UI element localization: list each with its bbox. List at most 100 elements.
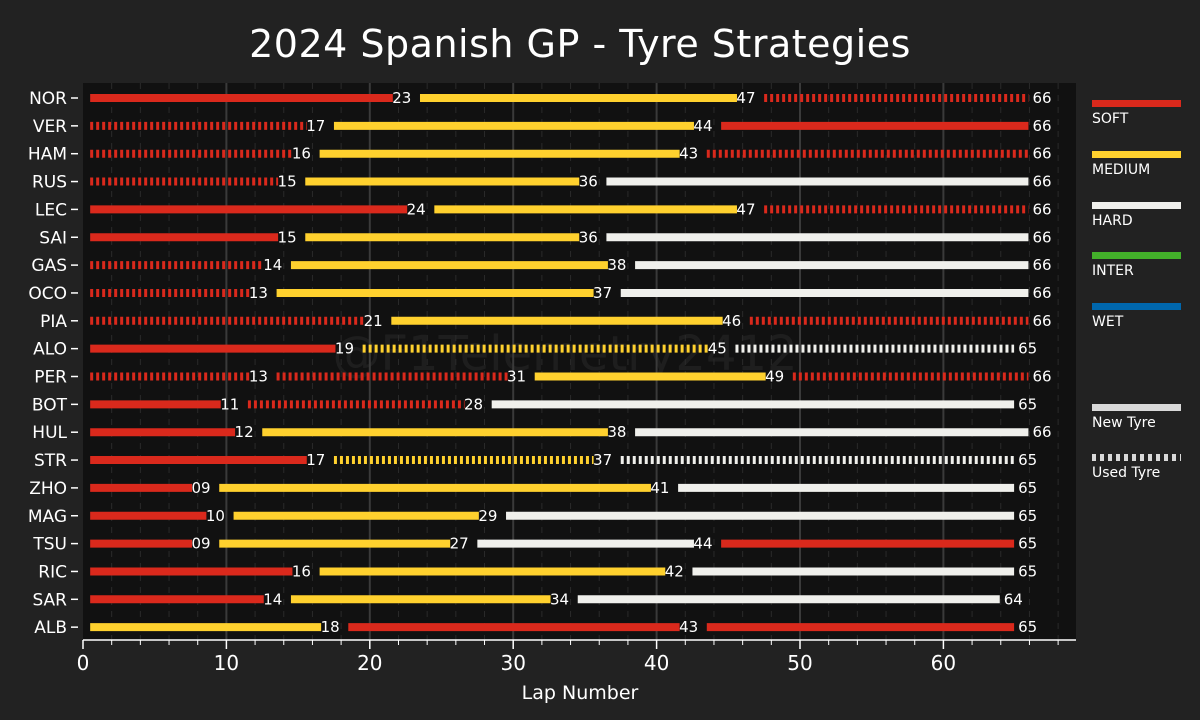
driver-label: PER [34,368,67,388]
x-tick-label: 60 [931,651,956,675]
stint-end-label: 66 [1032,284,1051,302]
stint-end-label: 66 [1032,423,1051,441]
legend-item: HARD [1092,202,1182,229]
driver-label: PIA [40,312,67,332]
legend-label: SOFT [1092,111,1129,127]
stint-end-label: 09 [192,535,211,553]
x-axis: 0 10 20 30 40 50 60 [77,639,1076,675]
driver-label: NOR [29,89,67,109]
driver-label: MAG [28,507,67,527]
x-tick-label: 50 [787,651,812,675]
stint-end-label: 49 [765,368,784,386]
stint-end-label: 65 [1018,618,1037,636]
stint-end-label: 14 [263,256,282,274]
stint-end-label: 66 [1032,117,1051,135]
stint-end-label: 34 [550,590,569,608]
driver-label: HAM [28,145,67,165]
stint-end-label: 38 [607,423,626,441]
legend-item: MEDIUM [1092,151,1182,178]
driver-label: HUL [32,423,67,443]
driver-label: OCO [28,284,67,304]
stint-end-label: 36 [579,228,598,246]
legend-item: Used Tyre [1092,454,1182,481]
stint-end-label: 65 [1018,395,1037,413]
legend-item: WET [1092,303,1182,330]
driver-label: STR [34,451,67,471]
stint-end-label: 44 [693,535,712,553]
stint-end-label: 66 [1032,312,1051,330]
stint-end-label: 65 [1018,479,1037,497]
stint-end-label: 43 [679,145,698,163]
x-tick-label: 40 [644,651,669,675]
legend-swatch [1092,100,1181,107]
legend-item: New Tyre [1092,404,1182,431]
stint-end-label: 66 [1032,89,1051,107]
stint-end-label: 13 [249,368,268,386]
legend-swatch [1092,202,1181,209]
stint-end-label: 10 [206,507,225,525]
x-axis-label: Lap Number [522,682,639,704]
legend-label: MEDIUM [1092,162,1151,178]
stint-end-label: 27 [450,535,469,553]
stint-end-label: 43 [679,618,698,636]
stint-end-label: 41 [650,479,669,497]
stint-end-label: 65 [1018,535,1037,553]
stint-end-label: 38 [607,256,626,274]
stint-end-label: 66 [1032,145,1051,163]
legend-label: Used Tyre [1092,465,1161,481]
stint-end-label: 09 [192,479,211,497]
stint-end-label: 65 [1018,507,1037,525]
stint-end-label: 46 [722,312,741,330]
stint-end-label: 66 [1032,173,1051,191]
driver-label: ZHO [29,479,67,499]
driver-label: BOT [32,395,68,415]
stint-bars [90,94,1029,632]
chart-title: 2024 Spanish GP - Tyre Strategies [249,22,911,66]
stint-end-label: 17 [306,451,325,469]
driver-label: SAI [39,228,67,248]
stint-end-label: 17 [306,117,325,135]
stint-end-label: 24 [407,200,426,218]
stint-end-label: 28 [464,395,483,413]
x-tick-label: 30 [500,651,525,675]
legend-item: INTER [1092,252,1182,279]
driver-label: TSU [32,535,67,555]
legend-label: INTER [1092,263,1134,279]
stint-end-label: 21 [364,312,383,330]
legend-item: SOFT [1092,100,1182,127]
driver-label: RUS [32,173,67,193]
stint-end-label: 13 [249,284,268,302]
driver-label: GAS [31,256,67,276]
stint-end-label: 42 [665,562,684,580]
stint-end-label: 16 [292,145,311,163]
legend-label: HARD [1092,213,1133,229]
driver-label: ALO [33,340,67,360]
legend-swatch [1092,151,1181,158]
legend-label: WET [1092,314,1124,330]
stint-end-label: 65 [1018,562,1037,580]
stint-end-label: 65 [1018,451,1037,469]
stint-labels: 23 47 66 17 44 66 16 43 66 15 36 66 24 47 66 15 36 66 14 38… [192,89,1052,636]
stint-end-label: 19 [335,340,354,358]
stint-end-label: 31 [507,368,526,386]
stint-end-label: 14 [263,590,282,608]
stint-end-label: 29 [478,507,497,525]
legend-swatch [1092,404,1181,411]
stint-end-label: 45 [708,340,727,358]
stint-end-label: 66 [1032,256,1051,274]
stint-end-label: 36 [579,173,598,191]
legend-swatch [1092,252,1181,259]
stint-end-label: 44 [693,117,712,135]
y-axis: NOR VER HAM RUS LEC SAI GAS OCO PIA ALO PER BOT HUL S… [28,89,78,638]
driver-label: ALB [34,618,67,638]
stint-end-label: 18 [321,618,340,636]
x-tick-label: 20 [357,651,382,675]
stint-end-label: 15 [278,228,297,246]
stint-end-label: 66 [1032,228,1051,246]
driver-label: VER [33,117,67,137]
legend-label: New Tyre [1092,415,1156,431]
x-tick-label: 10 [214,651,239,675]
stint-end-label: 65 [1018,340,1037,358]
stint-end-label: 12 [235,423,254,441]
